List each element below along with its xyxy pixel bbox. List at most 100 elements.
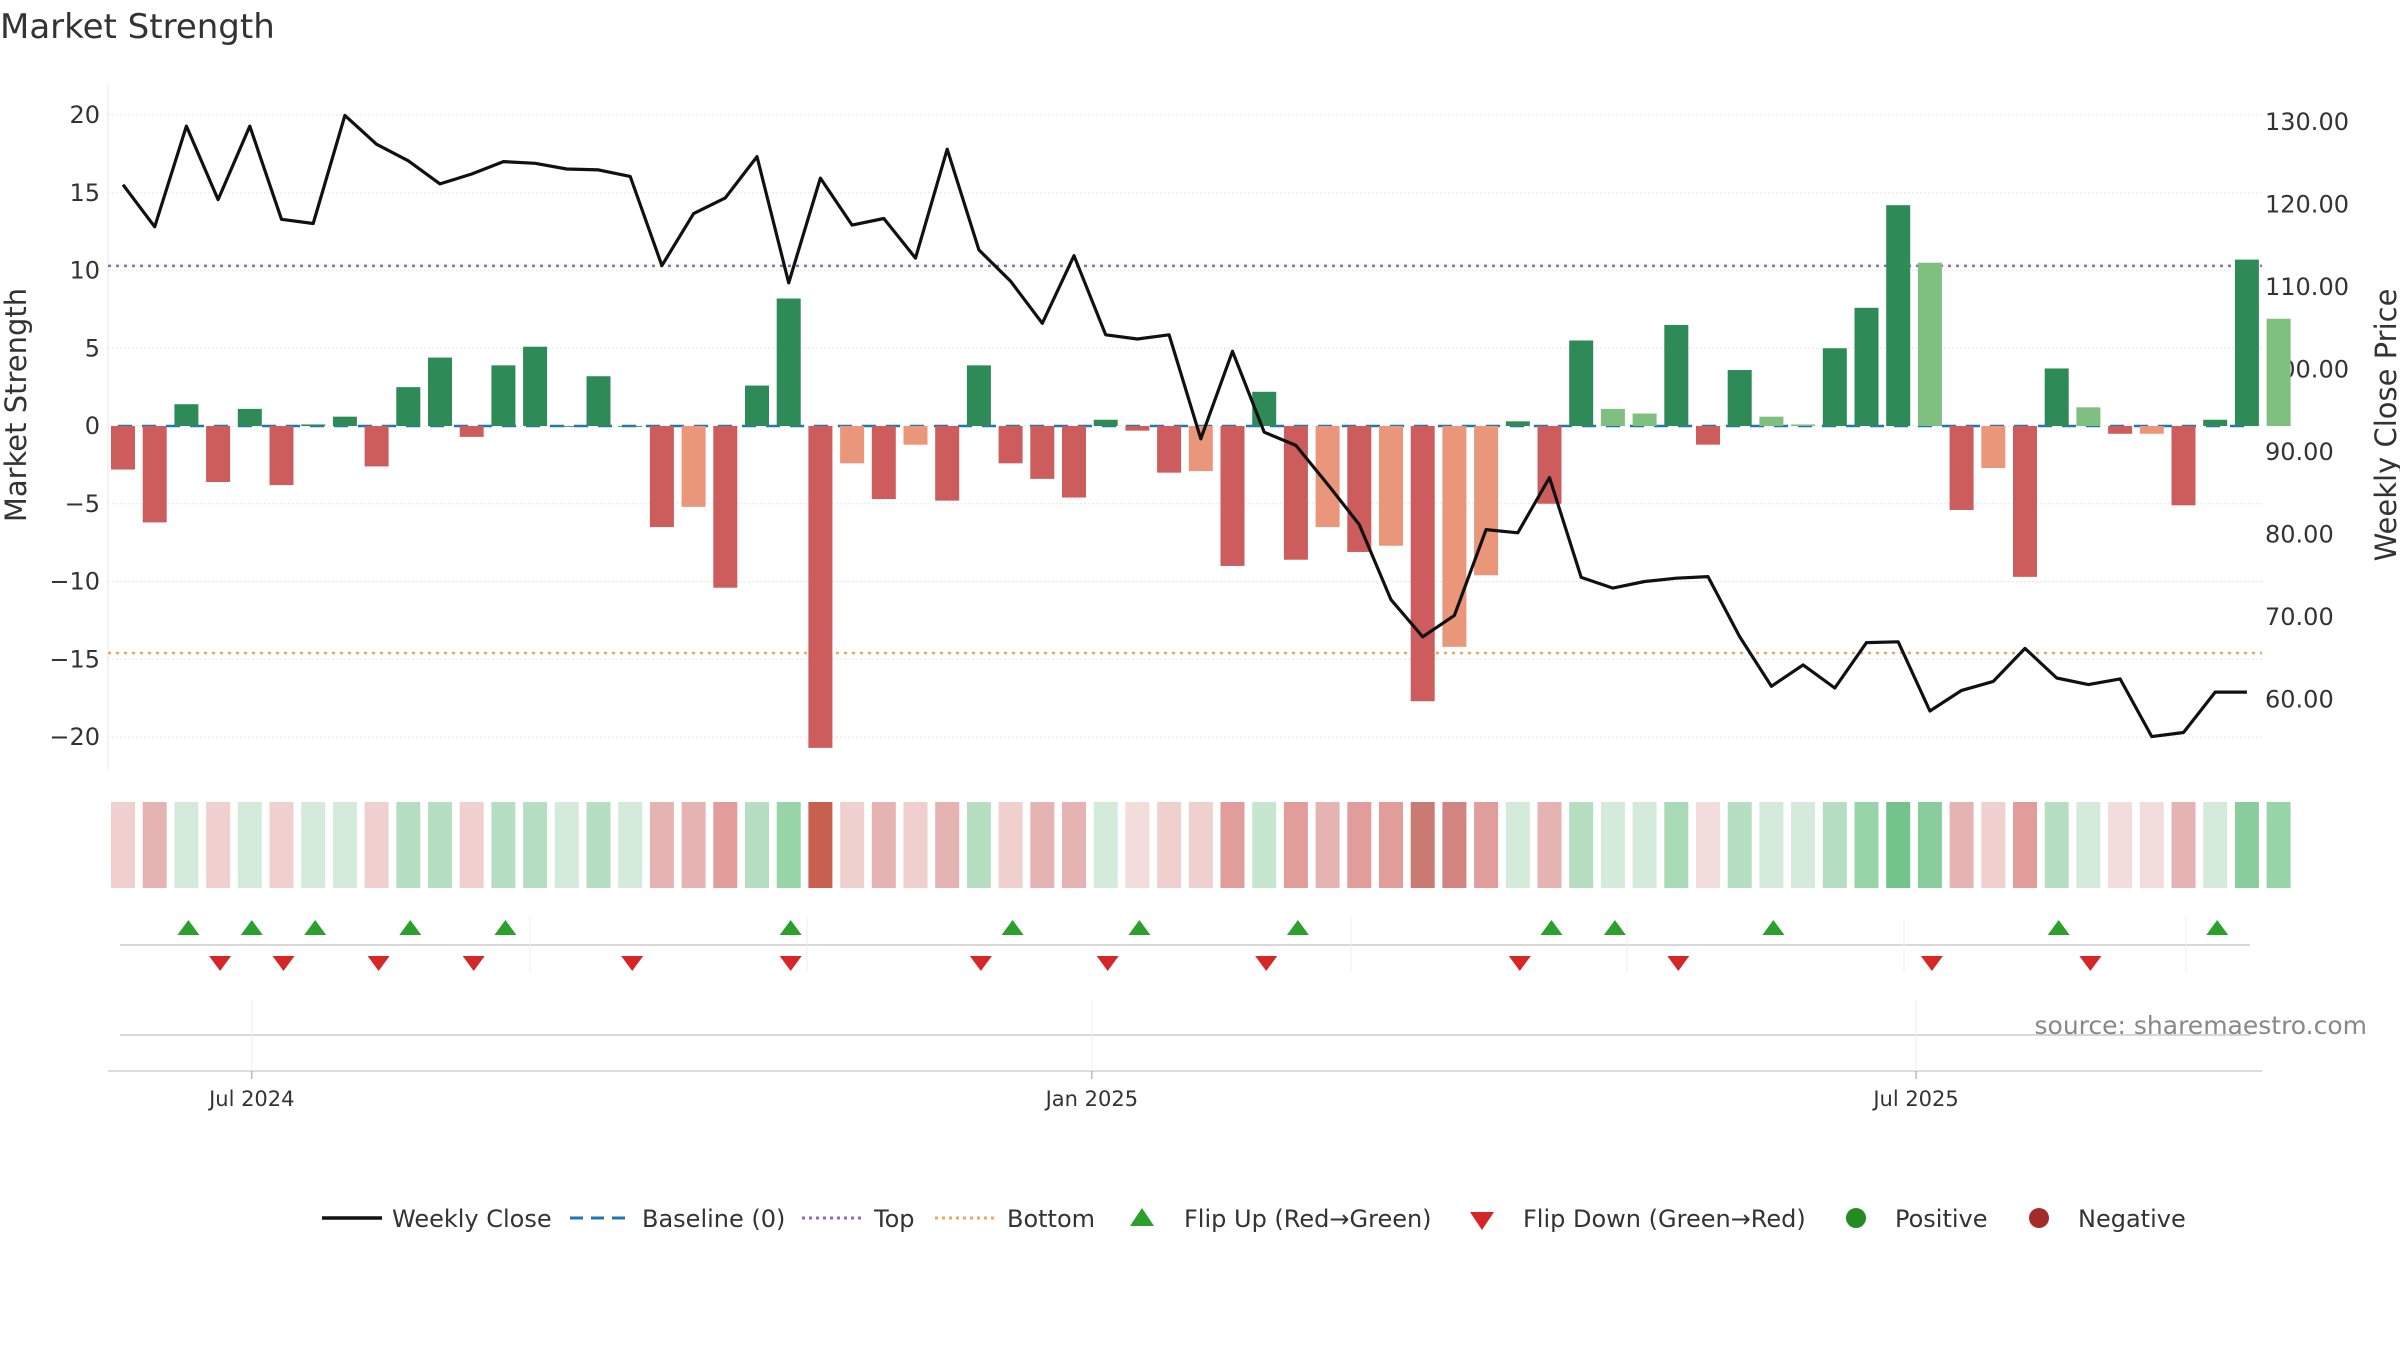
heat-cell	[364, 802, 389, 888]
strength-bar	[1981, 426, 2006, 468]
flip-down-marker	[969, 956, 992, 971]
y-tick-right: 70.00	[2265, 603, 2334, 631]
strength-bar	[491, 365, 516, 426]
heat-cell	[396, 802, 421, 888]
heat-cell	[871, 802, 896, 888]
grid-lines	[107, 85, 2262, 770]
legend-label: Flip Down (Green→Red)	[1523, 1205, 1806, 1233]
flip-down-marker	[1920, 956, 1943, 971]
flip-up-marker	[1128, 920, 1151, 935]
legend-label: Bottom	[1007, 1205, 1095, 1233]
strength-bars	[111, 205, 2291, 748]
y-tick-right: 130.00	[2265, 108, 2349, 136]
strength-bar	[111, 426, 135, 470]
legend-swatch-positive	[1846, 1208, 1866, 1228]
heat-cell	[554, 802, 579, 888]
flip-down-marker	[2079, 956, 2102, 971]
strength-bar	[1062, 426, 1086, 498]
legend-label: Baseline (0)	[642, 1205, 785, 1233]
heat-cell	[1664, 802, 1689, 888]
heat-cell	[2266, 802, 2291, 888]
heat-cell	[1822, 802, 1847, 888]
strength-bar	[618, 426, 643, 427]
heat-cell	[1854, 802, 1879, 888]
heat-cell	[1157, 802, 1182, 888]
heat-cell	[2234, 802, 2259, 888]
heat-cell	[142, 802, 167, 888]
strength-bar	[1664, 324, 1689, 426]
strength-bar	[142, 426, 167, 523]
weekly-close-series	[121, 113, 2247, 739]
x-tick-label: Jul 2025	[1871, 1087, 1958, 1111]
heat-cell	[206, 802, 231, 888]
strength-bar	[681, 426, 706, 507]
strength-bar	[332, 416, 357, 426]
heat-cell	[237, 802, 262, 888]
strength-bar	[903, 426, 928, 445]
heat-cell	[745, 802, 769, 888]
strength-bar	[1093, 419, 1118, 426]
strength-bar	[1379, 426, 1403, 546]
strength-bar	[364, 426, 389, 467]
y-tick-left: 20	[69, 101, 100, 129]
strength-bar	[2013, 426, 2037, 577]
x-axis: Jul 2024 Jan 2025 Jul 2025	[108, 1000, 2262, 1111]
y-tick-left: −5	[65, 490, 100, 518]
heat-cell	[776, 802, 801, 888]
y-axis-label-left: Market Strength	[0, 288, 33, 522]
strength-bar	[2044, 368, 2069, 426]
weekly-close-line	[121, 113, 2247, 739]
strength-bar	[1727, 370, 1752, 426]
strength-bar	[1442, 426, 1467, 647]
flip-up-marker	[1001, 920, 1024, 935]
y-tick-left: −10	[49, 568, 100, 596]
heat-cell	[428, 802, 452, 888]
x-tick-label: Jan 2025	[1044, 1087, 1139, 1111]
heat-cell	[966, 802, 991, 888]
strength-bar	[2076, 407, 2101, 426]
strength-bar	[1283, 426, 1308, 560]
strength-bar	[1632, 413, 1657, 426]
strength-bar	[745, 385, 769, 426]
heat-cell	[1632, 802, 1657, 888]
y-tick-left: −20	[49, 723, 100, 751]
heat-cell	[1379, 802, 1403, 888]
flip-down-marker	[367, 956, 390, 971]
source-note: source: sharemaestro.com	[2035, 1011, 2368, 1040]
y-tick-left: 15	[69, 179, 100, 207]
heat-cell	[1759, 802, 1784, 888]
heat-cell	[459, 802, 484, 888]
heat-cell	[111, 802, 135, 888]
flip-up-marker	[2206, 920, 2229, 935]
strength-bar	[935, 426, 960, 501]
heat-cell	[1315, 802, 1340, 888]
heat-cell	[1949, 802, 1974, 888]
strength-bar	[1759, 416, 1784, 426]
strength-bar	[1505, 421, 1530, 426]
heat-cell	[1442, 802, 1467, 888]
left-axis-ticks: 20 15 10 5 0 −5 −10 −15 −20	[49, 101, 100, 751]
y-tick-right: 110.00	[2265, 273, 2349, 301]
strength-bar	[808, 426, 833, 748]
strength-bar	[649, 426, 674, 528]
heat-cell	[1474, 802, 1499, 888]
heat-cell	[2076, 802, 2101, 888]
strength-bar	[396, 387, 421, 426]
y-tick-right: 80.00	[2265, 521, 2334, 549]
heat-cell	[1283, 802, 1308, 888]
strength-bar	[713, 426, 738, 588]
strength-bar	[2139, 426, 2164, 434]
flip-down-marker	[1255, 956, 1278, 971]
y-tick-left: −15	[49, 645, 100, 673]
flip-up-marker	[1762, 920, 1785, 935]
heat-cell	[2013, 802, 2037, 888]
flip-down-marker	[209, 956, 232, 971]
heat-cell	[681, 802, 706, 888]
strength-bar	[966, 365, 991, 426]
strength-bar	[998, 426, 1023, 464]
strength-bar	[586, 376, 611, 426]
legend-swatch-negative	[2029, 1208, 2049, 1228]
legend-label: Weekly Close	[392, 1205, 552, 1233]
strength-bar	[776, 298, 801, 426]
